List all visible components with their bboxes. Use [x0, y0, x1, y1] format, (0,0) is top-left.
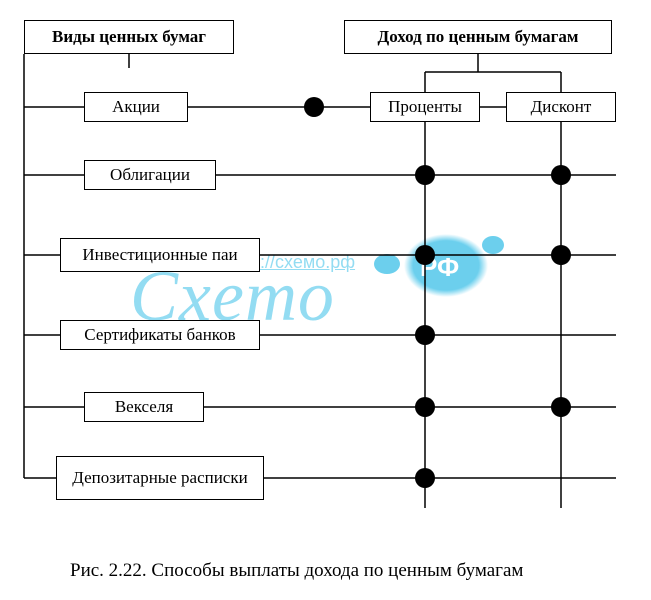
header-right: Доход по ценным бумагам: [344, 20, 612, 54]
security-sertifikaty: Сертификаты банков: [60, 320, 260, 350]
security-vekselya: Векселя: [84, 392, 204, 422]
security-obligacii: Облигации: [84, 160, 216, 190]
header-left: Виды ценных бумаг: [24, 20, 234, 54]
figure-caption: Рис. 2.22. Способы выплаты дохода по цен…: [70, 560, 523, 582]
security-akcii: Акции: [84, 92, 188, 122]
col-header-discount: Дисконт: [506, 92, 616, 122]
security-pai: Инвестиционные паи: [60, 238, 260, 272]
security-raspiski: Депозитарные расписки: [56, 456, 264, 500]
watermark-blob: [380, 218, 500, 313]
col-header-interest: Проценты: [370, 92, 480, 122]
watermark-badge: РФ: [420, 252, 459, 283]
connector-lines: [0, 0, 651, 600]
